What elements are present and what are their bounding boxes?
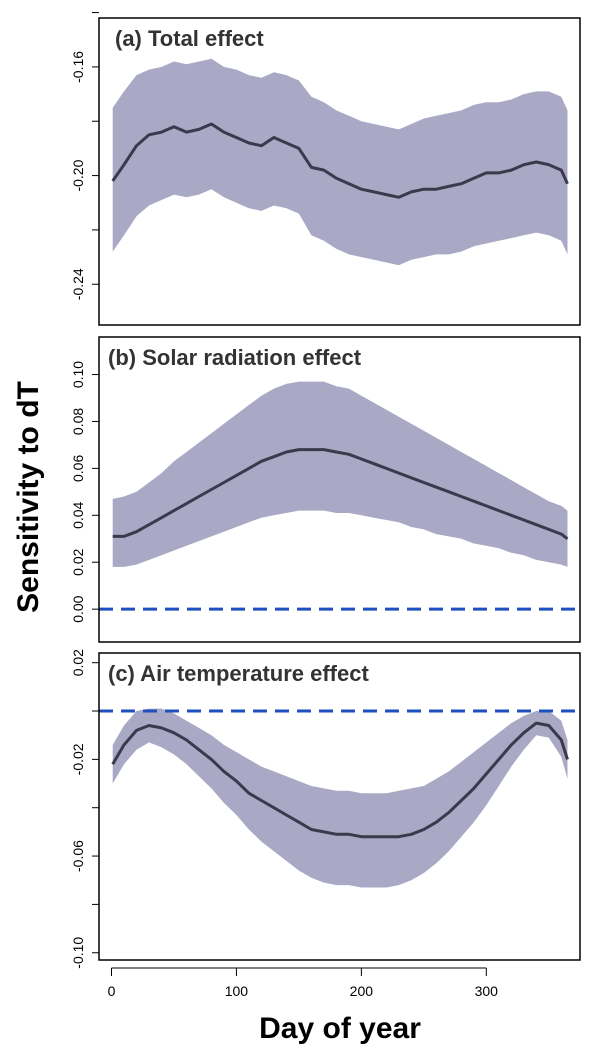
y-tick-label: 0.00 [70, 595, 86, 622]
y-tick-label: -0.06 [70, 840, 86, 872]
x-axis-title: Day of year [259, 1012, 421, 1045]
confidence-band [112, 708, 568, 888]
panel-1: -0.24 -0.20 -0.16 (a) Total effect [70, 12, 581, 326]
y-axis-title: Sensitivity to dT [12, 381, 45, 613]
mean-line [111, 721, 569, 839]
y-tick-label: 0.02 [70, 548, 86, 575]
y-tick-label: -0.24 [70, 268, 86, 300]
y-tick-label: 0.10 [70, 361, 86, 388]
y-tick-label: -0.10 [70, 937, 86, 969]
confidence-band [112, 381, 568, 567]
y-tick-label: -0.02 [70, 743, 86, 775]
panel-title: (a) Total effect [115, 26, 264, 51]
panel-frame [98, 17, 581, 326]
chart-panels: -0.24-0.20-0.16(a) Total effect0.000.020… [70, 12, 581, 969]
panel-frame [98, 336, 581, 643]
panel-title: (c) Air temperature effect [108, 661, 369, 686]
y-tick-label: 0.02 [70, 649, 86, 676]
x-axis: 0 100 200 300 [108, 967, 499, 999]
panel-2: 0.00 0.02 0.04 0.06 0.08 0.10 (b) Solar radiat… [70, 336, 581, 643]
x-tick-label: 200 [350, 983, 374, 999]
x-tick-label: 100 [225, 983, 249, 999]
y-tick-label: -0.16 [70, 51, 86, 83]
y-tick-label: 0.04 [70, 501, 86, 528]
x-tick-label: 300 [475, 983, 499, 999]
y-tick-label: -0.20 [70, 159, 86, 191]
panel-3: -0.10 -0.06 -0.02 0.02 (c) Air temperature e… [70, 649, 581, 969]
panel-frame [98, 652, 581, 961]
panel-title: (b) Solar radiation effect [108, 345, 362, 370]
mean-line [112, 448, 569, 540]
y-tick-label: 0.06 [70, 455, 86, 482]
y-tick-label: 0.08 [70, 408, 86, 435]
x-tick-label: 0 [108, 983, 116, 999]
confidence-band [112, 58, 568, 266]
mean-line [111, 122, 569, 199]
